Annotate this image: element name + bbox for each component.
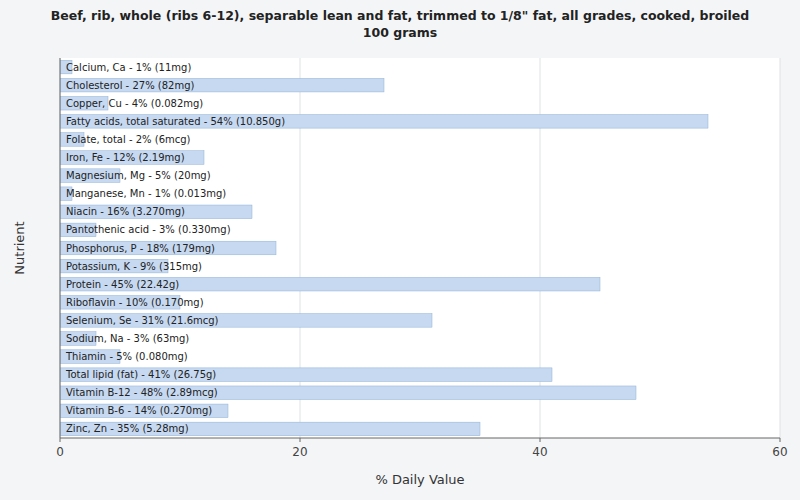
bars (60, 60, 708, 435)
plot-area (60, 58, 780, 438)
x-tick-label: 0 (56, 445, 64, 459)
category-label: Folate, total - 2% (6mcg) (66, 134, 191, 145)
x-tick (300, 438, 301, 442)
category-label: Manganese, Mn - 1% (0.013mg) (66, 188, 226, 199)
background (0, 0, 800, 500)
x-tick-label: 40 (532, 445, 547, 459)
category-label: Total lipid (fat) - 41% (26.75g) (65, 369, 216, 380)
bar (60, 314, 432, 328)
category-label: Vitamin B-6 - 14% (0.270mg) (66, 405, 212, 416)
category-label: Protein - 45% (22.42g) (66, 279, 179, 290)
x-tick (780, 438, 781, 442)
x-tick (540, 438, 541, 442)
y-axis-line (60, 58, 61, 438)
bar (60, 151, 204, 165)
bar (60, 115, 708, 129)
title: Beef, rib, whole (ribs 6-12), separable … (51, 8, 750, 40)
category-label: Magnesium, Mg - 5% (20mg) (66, 170, 211, 181)
category-label: Zinc, Zn - 35% (5.28mg) (66, 423, 189, 434)
y-axis-title: Nutrient (12, 221, 27, 274)
category-label: Pantothenic acid - 3% (0.330mg) (66, 224, 231, 235)
bar (60, 277, 600, 291)
x-axis-title: % Daily Value (375, 472, 464, 487)
category-label: Cholesterol - 27% (82mg) (66, 80, 195, 91)
category-label: Calcium, Ca - 1% (11mg) (66, 62, 191, 73)
x-axis-line (60, 438, 780, 439)
bar (60, 78, 384, 92)
bar (60, 422, 480, 436)
category-label: Niacin - 16% (3.270mg) (66, 206, 185, 217)
category-label: Potassium, K - 9% (315mg) (66, 261, 202, 272)
x-tick-label: 60 (772, 445, 787, 459)
x-tick-label: 20 (292, 445, 307, 459)
category-label: Vitamin B-12 - 48% (2.89mcg) (66, 387, 218, 398)
bar (60, 386, 636, 400)
grid-line (780, 58, 781, 438)
chart: Calcium, Ca - 1% (11mg) Cholesterol - 27%… (0, 0, 800, 500)
category-label: Iron, Fe - 12% (2.19mg) (66, 152, 185, 163)
x-tick (60, 438, 61, 442)
category-label: Sodium, Na - 3% (63mg) (66, 333, 189, 344)
category-label: Riboflavin - 10% (0.170mg) (66, 297, 204, 308)
bar (60, 368, 552, 382)
category-label: Thiamin - 5% (0.080mg) (65, 351, 188, 362)
bar (60, 205, 252, 219)
category-label: Phosphorus, P - 18% (179mg) (66, 243, 215, 254)
category-label: Selenium, Se - 31% (21.6mcg) (66, 315, 219, 326)
grid-line (60, 58, 61, 438)
category-label: Copper, Cu - 4% (0.082mg) (66, 98, 203, 109)
bar-labels: Calcium, Ca - 1% (11mg) Cholesterol - 27%… (65, 62, 285, 435)
category-label: Fatty acids, total saturated - 54% (10.8… (66, 116, 285, 127)
bar (60, 404, 228, 418)
bar (60, 241, 276, 255)
